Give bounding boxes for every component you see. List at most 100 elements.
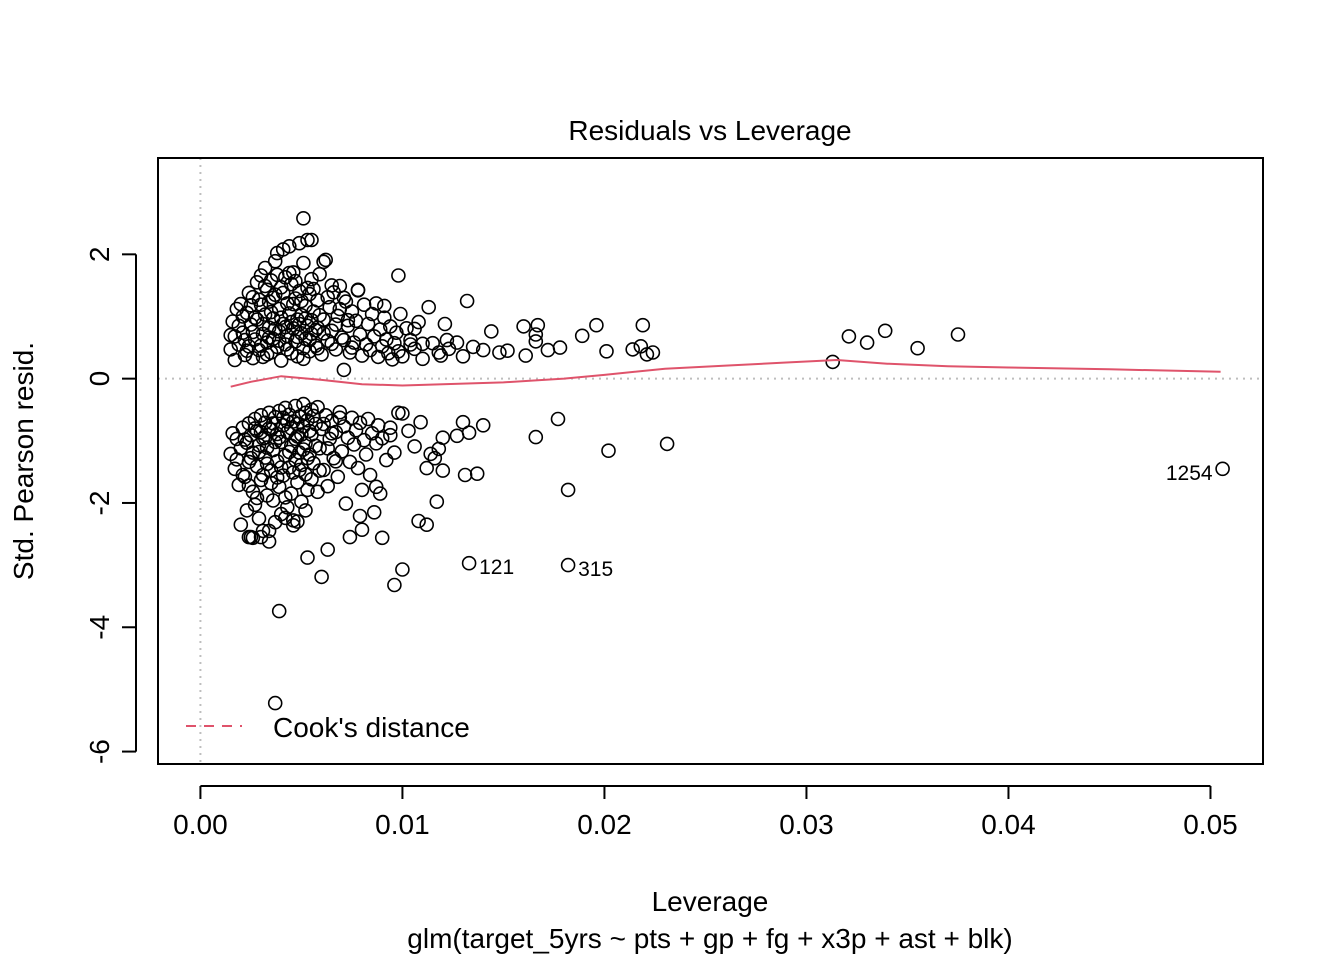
y-tick-label: 0 (84, 371, 115, 387)
data-point (528, 327, 544, 342)
data-point (251, 292, 267, 308)
data-point (237, 332, 253, 348)
data-point (346, 437, 362, 452)
data-point (318, 252, 334, 268)
data-point (304, 271, 319, 287)
data-point (277, 490, 293, 505)
legend: Cook's distance (186, 712, 470, 743)
data-point (403, 332, 418, 348)
data-point (324, 278, 340, 293)
data-point (437, 316, 453, 332)
data-point (253, 529, 269, 545)
data-point (415, 351, 430, 367)
data-point (635, 317, 651, 333)
data-point (483, 324, 499, 339)
data-point (271, 603, 287, 619)
data-point (348, 422, 364, 438)
data-point (387, 445, 402, 460)
x-axis-title: Leverage (652, 886, 769, 917)
data-point (382, 427, 398, 443)
data-point (316, 325, 331, 341)
point-label-315: 315 (578, 558, 613, 581)
data-point (366, 504, 382, 520)
data-point (273, 460, 289, 475)
data-point (245, 324, 261, 340)
data-point (251, 444, 267, 460)
data-point (292, 462, 307, 478)
data-point (288, 273, 303, 289)
data-point (393, 306, 408, 322)
data-point (407, 341, 422, 357)
data-point (294, 293, 309, 309)
data-point (257, 260, 273, 276)
data-point (354, 522, 370, 538)
data-point (279, 414, 295, 429)
data-point (427, 450, 443, 466)
x-axis-subtitle: glm(target_5yrs ~ pts + gp + fg + x3p + … (407, 923, 1012, 954)
data-point (859, 335, 875, 350)
data-point (336, 362, 352, 378)
data-point (259, 456, 275, 472)
data-point (382, 420, 398, 436)
data-point (589, 317, 604, 333)
data-point (308, 322, 323, 338)
point-label-121: 121 (479, 556, 514, 579)
data-point (340, 312, 356, 328)
x-tick-label: 0.03 (779, 809, 834, 840)
data-point (457, 467, 473, 483)
data-point (261, 534, 277, 549)
data-point (516, 319, 531, 334)
data-point (239, 343, 255, 359)
data-point (455, 348, 471, 364)
data-point (241, 478, 257, 493)
data-point (378, 452, 394, 468)
x-tick-label: 0.00 (173, 809, 228, 840)
data-point (395, 562, 410, 577)
data-point (358, 447, 374, 462)
x-axis: 0.00 0.01 0.02 0.03 0.04 0.05 (173, 785, 1238, 840)
data-point (296, 211, 311, 226)
data-point (275, 410, 291, 426)
data-point (338, 496, 354, 511)
data-point (344, 340, 360, 355)
data-point (304, 232, 319, 248)
data-point (312, 307, 327, 323)
data-point (910, 340, 925, 356)
data-point (825, 354, 841, 370)
data-point (306, 281, 321, 297)
data-point (320, 440, 336, 456)
data-point (273, 353, 289, 368)
data-point (368, 479, 384, 495)
data-point (518, 348, 534, 363)
data-point (560, 557, 576, 573)
data-point (439, 332, 455, 348)
data-point (261, 421, 277, 436)
data-point (599, 343, 614, 359)
data-point (387, 335, 402, 351)
data-point (419, 460, 435, 476)
data-point (387, 577, 402, 593)
reference-lines (158, 158, 1263, 764)
data-point (279, 342, 295, 357)
chart-title: Residuals vs Leverage (568, 115, 851, 146)
data-point (429, 494, 445, 510)
y-axis-title: Std. Pearson resid. (8, 342, 39, 580)
data-point (492, 345, 507, 360)
data-point (320, 333, 336, 349)
data-point (249, 490, 265, 506)
data-point (328, 453, 344, 469)
data-point (229, 452, 245, 467)
data-point (659, 436, 675, 452)
data-point (360, 316, 376, 332)
y-tick-label: -2 (84, 491, 115, 516)
data-point (316, 254, 331, 270)
data-point (431, 441, 447, 457)
data-point (257, 278, 273, 294)
data-point (257, 430, 273, 446)
data-point (298, 405, 313, 421)
data-point (950, 327, 966, 342)
data-point (285, 296, 301, 312)
data-point (253, 407, 269, 423)
data-point (237, 432, 253, 447)
